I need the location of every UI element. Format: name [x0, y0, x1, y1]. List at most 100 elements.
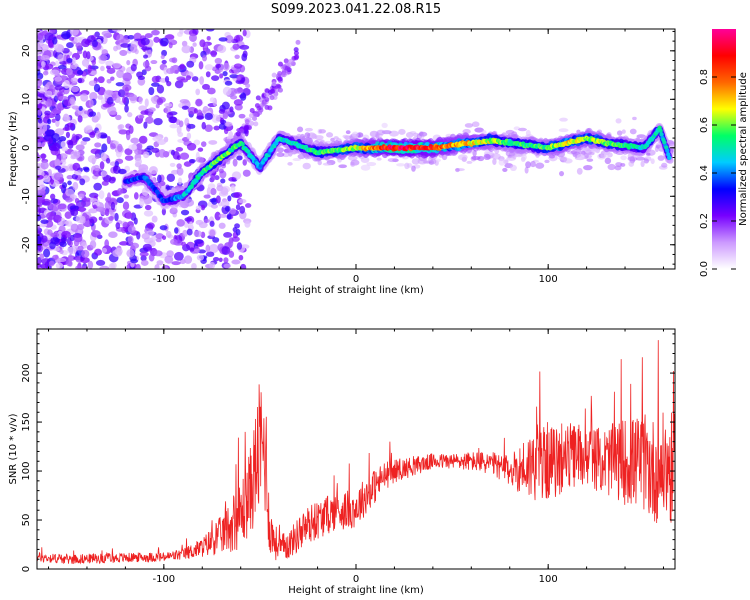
noise-blob	[396, 163, 406, 167]
noise-blob	[50, 232, 60, 238]
noise-blob	[509, 164, 517, 172]
noise-blob	[62, 115, 71, 123]
noise-blob	[73, 36, 83, 43]
noise-blob	[64, 220, 70, 226]
noise-blob	[39, 263, 48, 269]
noise-blob	[197, 249, 207, 254]
noise-blob	[40, 60, 46, 68]
noise-blob	[81, 265, 89, 269]
noise-blob	[229, 106, 234, 113]
noise-blob	[127, 112, 133, 118]
y-axis-label: SNR (10 * v/v)	[8, 413, 19, 484]
noise-blob	[120, 43, 131, 48]
colorbar-label: Normalized spectral amplitude	[738, 72, 749, 226]
y-tick-label: 10	[21, 93, 32, 106]
noise-blob	[535, 162, 545, 169]
noise-blob	[105, 90, 114, 96]
noise-blob	[39, 253, 45, 260]
noise-blob	[297, 126, 304, 133]
noise-blob	[114, 212, 119, 222]
noise-blob	[137, 75, 145, 81]
noise-blob	[228, 177, 237, 182]
noise-blob	[191, 262, 197, 269]
noise-blob	[244, 220, 251, 228]
noise-blob	[173, 251, 184, 261]
x-axis-label: Height of straight line (km)	[288, 285, 424, 296]
noise-blob	[240, 92, 247, 101]
noise-blob	[150, 60, 158, 65]
noise-blob	[142, 243, 152, 251]
noise-blob	[148, 107, 156, 112]
noise-blob	[94, 153, 101, 160]
noise-blob	[105, 60, 114, 67]
noise-blob	[233, 63, 243, 69]
noise-blob	[196, 115, 205, 120]
noise-blob	[375, 132, 380, 138]
noise-blob	[164, 34, 175, 40]
noise-blob	[143, 210, 154, 217]
noise-blob	[157, 138, 167, 146]
noise-blob	[78, 105, 83, 111]
noise-blob	[326, 132, 334, 138]
noise-blob	[110, 143, 116, 150]
noise-blob	[544, 159, 550, 164]
noise-blob	[156, 260, 164, 266]
noise-blob	[122, 201, 130, 210]
noise-blob	[39, 142, 45, 148]
x-tick-label: 0	[353, 574, 359, 585]
noise-blob	[130, 63, 137, 72]
noise-blob	[93, 164, 100, 171]
ridge-core	[662, 140, 667, 145]
noise-blob	[180, 209, 190, 216]
noise-blob	[212, 256, 220, 262]
noise-blob	[66, 246, 77, 255]
noise-blob	[96, 111, 101, 121]
noise-blob	[119, 49, 128, 56]
noise-blob	[224, 205, 231, 212]
noise-blob	[124, 155, 134, 161]
noise-blob	[202, 55, 208, 62]
noise-blob	[42, 123, 48, 132]
noise-blob	[135, 157, 142, 166]
noise-blob	[240, 263, 247, 269]
noise-blob	[57, 203, 67, 210]
noise-blob	[71, 105, 80, 110]
noise-blob	[254, 110, 260, 116]
noise-blob	[271, 72, 277, 78]
noise-blob	[169, 162, 176, 167]
noise-blob	[76, 69, 84, 75]
noise-blob	[147, 112, 153, 118]
noise-blob	[398, 128, 406, 135]
noise-blob	[233, 99, 244, 106]
noise-blob	[37, 118, 43, 124]
noise-blob	[232, 158, 238, 167]
noise-blob	[214, 211, 221, 221]
noise-blob	[222, 71, 228, 77]
noise-blob	[224, 121, 233, 127]
noise-blob	[170, 65, 175, 74]
noise-blob	[576, 153, 585, 161]
noise-blob	[37, 213, 42, 222]
x-tick-label: 100	[539, 274, 558, 285]
noise-blob	[192, 42, 197, 47]
colorbar-tick-label: 0.0	[699, 261, 710, 277]
noise-blob	[166, 173, 176, 182]
noise-blob	[178, 120, 184, 128]
noise-blob	[186, 142, 197, 151]
noise-blob	[583, 165, 593, 171]
noise-blob	[201, 121, 206, 130]
noise-blob	[37, 96, 42, 105]
noise-blob	[76, 50, 83, 55]
noise-blob	[210, 203, 218, 209]
noise-blob	[314, 135, 324, 140]
noise-blob	[110, 201, 116, 211]
noise-blob	[287, 161, 293, 166]
noise-blob	[170, 238, 178, 245]
noise-blob	[213, 125, 220, 131]
noise-blob	[197, 147, 204, 152]
noise-blob	[41, 153, 46, 161]
noise-blob	[161, 59, 167, 65]
y-axis-label: Frequency (Hz)	[8, 111, 19, 187]
noise-blob	[471, 121, 480, 128]
noise-blob	[620, 155, 627, 161]
